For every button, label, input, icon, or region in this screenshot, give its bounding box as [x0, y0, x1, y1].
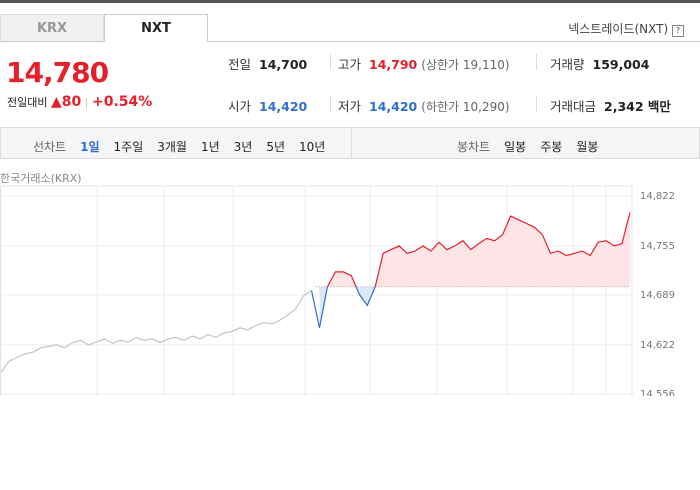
period-button[interactable]: 5년: [266, 140, 286, 154]
period-button[interactable]: 3개월: [157, 140, 187, 154]
market-name: 넥스트레이드(NXT): [568, 22, 669, 36]
up-icon: ▲: [50, 94, 62, 110]
price-line: [0, 289, 312, 373]
chart-subtitle: 한국거래소(KRX): [0, 172, 82, 185]
tab[interactable]: NXT: [104, 14, 208, 42]
change-label: 전일대비: [7, 96, 48, 109]
market-link[interactable]: 넥스트레이드(NXT) ?: [568, 20, 684, 37]
stat-label: 거래량: [550, 57, 585, 72]
period-button[interactable]: 월봉: [576, 140, 599, 154]
period-button[interactable]: 1년: [200, 140, 220, 154]
y-tick-label: 14,689: [640, 290, 675, 301]
stat-label: 거래대금: [550, 99, 597, 114]
tab[interactable]: KRX: [0, 14, 104, 42]
divider: [330, 54, 331, 70]
stat-label: 전일: [228, 57, 252, 72]
period-button[interactable]: 1주일: [113, 140, 144, 154]
y-tick-label: 14,622: [640, 340, 675, 351]
stat-value: 14,790: [369, 57, 418, 72]
stat-extra: (상한가 19,110): [421, 58, 510, 72]
stat-value: 2,342 백만: [604, 99, 671, 114]
price-line: [318, 212, 631, 328]
tab-line: [208, 41, 700, 42]
stat-value: 14,420: [369, 99, 418, 114]
stat-extra: (하한가 10,290): [421, 100, 510, 114]
top-border: [0, 0, 700, 3]
divider: [536, 54, 537, 70]
current-price: 14,780: [6, 56, 109, 89]
period-label: 선차트: [33, 140, 67, 154]
price-area: [319, 212, 630, 328]
candle-periods: 봉차트 일봉 주봉 월봉: [457, 136, 612, 155]
divider: [330, 96, 331, 112]
stat-label: 저가: [338, 99, 362, 114]
period-label: 봉차트: [457, 140, 491, 154]
line-periods: 선차트 1일 1주일 3개월 1년 3년 5년 10년: [33, 136, 339, 155]
stat-label: 시가: [228, 99, 252, 114]
plot-frame: [0, 185, 633, 396]
change-row: 전일대비 ▲80 | +0.54%: [7, 94, 153, 110]
stat-label: 고가: [338, 57, 362, 72]
period-button[interactable]: 3년: [233, 140, 253, 154]
change: 80: [61, 94, 82, 110]
divider: [351, 128, 352, 158]
stat-value: 159,004: [592, 57, 650, 72]
chart: 14,822 14,755 14,689 14,622 14,556: [0, 185, 675, 396]
stat-value: 14,420: [259, 99, 308, 114]
period-bar: 선차트 1일 1주일 3개월 1년 3년 5년 10년 봉차트 일봉 주봉 월봉: [0, 127, 700, 159]
y-tick-label: 14,556: [640, 389, 675, 396]
divider: [536, 96, 537, 112]
period-button[interactable]: 주봉: [540, 140, 563, 154]
period-button[interactable]: 1일: [80, 140, 100, 154]
period-button[interactable]: 10년: [299, 140, 326, 154]
stat-value: 14,700: [259, 57, 308, 72]
y-tick-label: 14,755: [640, 241, 675, 252]
change-pct: +0.54%: [91, 94, 153, 110]
y-tick-label: 14,822: [640, 191, 675, 202]
tab-line: [0, 41, 104, 42]
period-button[interactable]: 일봉: [504, 140, 527, 154]
help-icon[interactable]: ?: [672, 25, 684, 37]
connector: [310, 290, 321, 328]
